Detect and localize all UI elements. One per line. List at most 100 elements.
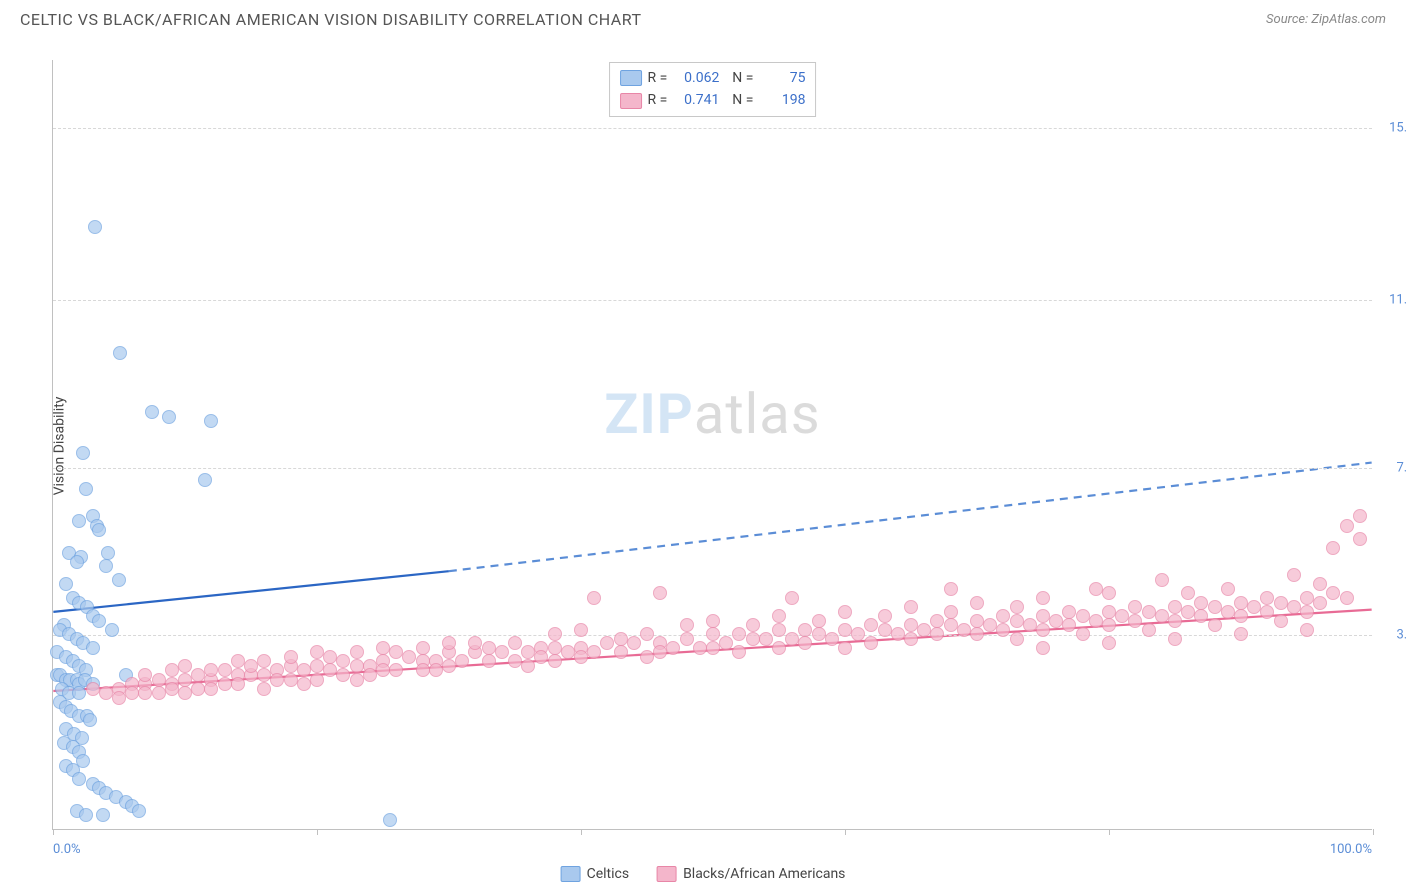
data-point bbox=[746, 632, 760, 646]
x-tick bbox=[317, 829, 318, 835]
data-point bbox=[944, 582, 958, 596]
legend-n-label: N = bbox=[725, 67, 753, 89]
data-point bbox=[1128, 614, 1142, 628]
data-point bbox=[350, 659, 364, 673]
data-point bbox=[864, 618, 878, 632]
data-point bbox=[1036, 591, 1050, 605]
data-point bbox=[178, 686, 192, 700]
source-attribution: Source: ZipAtlas.com bbox=[1266, 12, 1386, 27]
data-point bbox=[389, 645, 403, 659]
data-point bbox=[957, 623, 971, 637]
data-point bbox=[204, 663, 218, 677]
data-point bbox=[88, 220, 102, 234]
data-point bbox=[1168, 600, 1182, 614]
data-point bbox=[59, 577, 73, 591]
grid-line bbox=[53, 468, 1372, 469]
data-point bbox=[79, 482, 93, 496]
data-point bbox=[732, 627, 746, 641]
data-point bbox=[798, 623, 812, 637]
data-point bbox=[178, 659, 192, 673]
data-point bbox=[72, 686, 86, 700]
x-tick-label: 100.0% bbox=[1330, 842, 1372, 857]
data-point bbox=[1340, 591, 1354, 605]
data-point bbox=[1353, 509, 1367, 523]
data-point bbox=[548, 654, 562, 668]
series-legend: Celtics Blacks/African Americans bbox=[561, 866, 846, 882]
data-point bbox=[1102, 636, 1116, 650]
data-point bbox=[1076, 627, 1090, 641]
data-point bbox=[231, 677, 245, 691]
data-point bbox=[706, 627, 720, 641]
data-point bbox=[165, 663, 179, 677]
data-point bbox=[389, 663, 403, 677]
data-point bbox=[878, 609, 892, 623]
data-point bbox=[772, 609, 786, 623]
data-point bbox=[83, 713, 97, 727]
data-point bbox=[99, 686, 113, 700]
data-point bbox=[666, 641, 680, 655]
data-point bbox=[614, 632, 628, 646]
x-tick-label: 0.0% bbox=[53, 842, 81, 857]
data-point bbox=[1155, 609, 1169, 623]
legend-r-label: R = bbox=[648, 89, 668, 111]
data-point bbox=[759, 632, 773, 646]
data-point bbox=[825, 632, 839, 646]
data-point bbox=[112, 691, 126, 705]
data-point bbox=[1128, 600, 1142, 614]
legend-item-0: Celtics bbox=[561, 866, 629, 882]
data-point bbox=[218, 663, 232, 677]
data-point bbox=[1102, 586, 1116, 600]
data-point bbox=[1168, 614, 1182, 628]
x-tick bbox=[1373, 829, 1374, 835]
data-point bbox=[1300, 623, 1314, 637]
data-point bbox=[1326, 541, 1340, 555]
data-point bbox=[402, 650, 416, 664]
data-point bbox=[534, 650, 548, 664]
data-point bbox=[798, 636, 812, 650]
data-point bbox=[112, 573, 126, 587]
data-point bbox=[1340, 519, 1354, 533]
data-point bbox=[376, 663, 390, 677]
y-tick-label: 11.2% bbox=[1376, 293, 1406, 308]
data-point bbox=[1155, 573, 1169, 587]
data-point bbox=[1023, 618, 1037, 632]
data-point bbox=[1300, 591, 1314, 605]
data-point bbox=[138, 686, 152, 700]
x-tick bbox=[845, 829, 846, 835]
data-point bbox=[1036, 641, 1050, 655]
data-point bbox=[284, 673, 298, 687]
data-point bbox=[198, 473, 212, 487]
chart-container: ZIPatlas R = 0.062 N = 75 R = 0.741 N = … bbox=[52, 60, 1372, 830]
data-point bbox=[1076, 609, 1090, 623]
data-point bbox=[416, 663, 430, 677]
data-point bbox=[1142, 605, 1156, 619]
data-point bbox=[1313, 577, 1327, 591]
data-point bbox=[812, 614, 826, 628]
data-point bbox=[1062, 605, 1076, 619]
data-point bbox=[376, 641, 390, 655]
data-point bbox=[785, 591, 799, 605]
data-point bbox=[468, 636, 482, 650]
data-point bbox=[600, 636, 614, 650]
data-point bbox=[145, 405, 159, 419]
data-point bbox=[1221, 582, 1235, 596]
data-point bbox=[1274, 596, 1288, 610]
data-point bbox=[996, 609, 1010, 623]
data-point bbox=[930, 627, 944, 641]
data-point bbox=[86, 682, 100, 696]
data-point bbox=[1089, 582, 1103, 596]
data-point bbox=[204, 682, 218, 696]
data-point bbox=[125, 686, 139, 700]
data-point bbox=[99, 559, 113, 573]
plot-area: ZIPatlas R = 0.062 N = 75 R = 0.741 N = … bbox=[52, 60, 1372, 830]
legend-swatch-blacks bbox=[657, 866, 677, 882]
data-point bbox=[812, 627, 826, 641]
data-point bbox=[587, 645, 601, 659]
y-tick-label: 15.0% bbox=[1376, 120, 1406, 135]
trend-lines-svg bbox=[53, 60, 1372, 829]
data-point bbox=[79, 808, 93, 822]
data-point bbox=[336, 668, 350, 682]
data-point bbox=[1208, 618, 1222, 632]
data-point bbox=[864, 636, 878, 650]
data-point bbox=[442, 659, 456, 673]
